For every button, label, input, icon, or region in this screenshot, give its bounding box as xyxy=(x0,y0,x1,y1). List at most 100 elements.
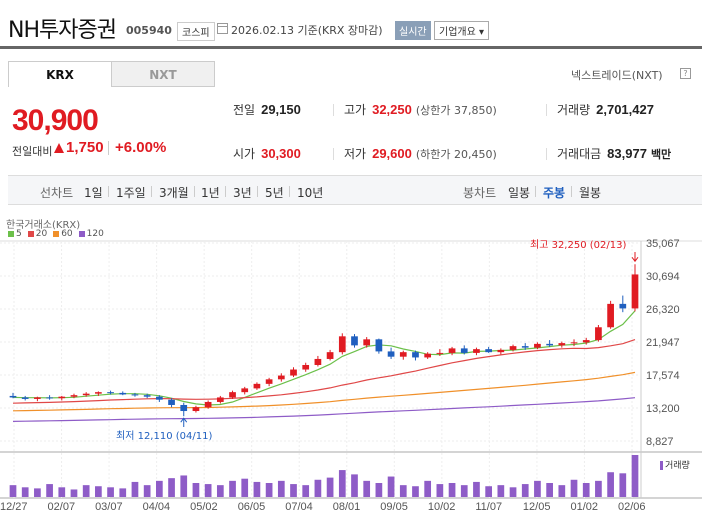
candle-body xyxy=(168,399,175,405)
x-tick-label: 12/05 xyxy=(523,501,551,513)
high-annotation: 최고 32,250 (02/13) xyxy=(530,239,626,251)
divider xyxy=(571,186,572,197)
volume-bar xyxy=(46,484,53,497)
stock-code: 005940 xyxy=(126,24,172,37)
candle-body xyxy=(521,346,529,348)
candle-body xyxy=(216,397,224,402)
volume-bar xyxy=(546,483,553,497)
legend-swatch xyxy=(53,230,60,237)
current-price: 30,900 xyxy=(12,104,99,137)
x-tick-label: 06/05 xyxy=(238,501,266,513)
candle-body xyxy=(82,393,90,396)
candle-body xyxy=(631,274,639,309)
period-10y[interactable]: 10년 xyxy=(297,186,324,200)
volume-bar xyxy=(338,470,346,497)
candle-body xyxy=(570,342,578,344)
volume-swatch xyxy=(660,461,663,470)
volume-bar xyxy=(497,485,505,497)
volume-bar xyxy=(70,489,78,497)
candle-body xyxy=(619,303,627,309)
tab-nxt[interactable]: NXT xyxy=(111,61,215,87)
candle-monthly[interactable]: 월봉 xyxy=(579,186,602,200)
candle-body xyxy=(546,343,553,346)
y-tick-label: 26,320 xyxy=(646,304,680,316)
candle-body xyxy=(375,339,383,352)
candle-body xyxy=(399,352,407,357)
divider xyxy=(546,104,547,116)
period-3m[interactable]: 3개월 xyxy=(159,186,189,200)
candle-body xyxy=(155,396,163,400)
candle-body xyxy=(424,353,432,358)
volume-bar xyxy=(21,487,29,497)
legend-label: 5 xyxy=(16,229,22,239)
x-tick-label: 02/07 xyxy=(48,501,76,513)
divider xyxy=(257,186,258,197)
stat-low: 저가 29,600 (하한가 20,450) xyxy=(344,145,497,162)
y-tick-label: 21,947 xyxy=(646,337,680,349)
period-1y[interactable]: 1년 xyxy=(201,186,220,200)
legend-swatch xyxy=(8,230,14,237)
candle-body xyxy=(21,397,29,399)
volume-bar xyxy=(631,455,639,497)
candle-body xyxy=(58,396,66,399)
candle-body xyxy=(326,352,334,359)
x-tick-label: 11/07 xyxy=(475,501,502,513)
ma-legend: 5 20 60 120 xyxy=(8,229,110,239)
candle-weekly[interactable]: 주봉 xyxy=(543,186,566,200)
volume-bar xyxy=(82,485,90,497)
volume-bar xyxy=(351,474,358,497)
change-label: 전일대비 xyxy=(12,145,53,158)
divider xyxy=(108,186,109,197)
candle-body xyxy=(497,349,505,353)
legend-label: 120 xyxy=(86,229,104,239)
x-tick-label: 08/01 xyxy=(333,501,361,513)
candle-body xyxy=(460,348,468,353)
line-chart-label: 선차트 xyxy=(40,186,74,200)
candle-body xyxy=(119,392,127,395)
realtime-button[interactable]: 실시간 xyxy=(395,21,431,40)
volume-bar xyxy=(265,483,273,497)
candle-daily[interactable]: 일봉 xyxy=(508,186,531,200)
ma-line-5 xyxy=(12,310,636,406)
chart-source: 한국거래소(KRX) xyxy=(6,220,81,231)
y-tick-label: 17,574 xyxy=(646,370,680,382)
y-tick-label: 30,694 xyxy=(646,271,680,283)
divider xyxy=(289,186,290,197)
volume-bar xyxy=(521,484,529,497)
candle-body xyxy=(180,404,188,412)
divider xyxy=(333,104,334,116)
volume-bar xyxy=(168,478,175,497)
candle-body xyxy=(229,392,236,398)
candle-body xyxy=(534,343,541,348)
period-bar: 선차트 1일 1주일 3개월 1년 3년 5년 10년 봉차트 일봉 주봉 월봉 xyxy=(8,175,702,205)
help-icon[interactable]: ? xyxy=(680,68,691,79)
period-1w[interactable]: 1주일 xyxy=(116,186,146,200)
volume-bar xyxy=(34,488,41,497)
period-5y[interactable]: 5년 xyxy=(265,186,284,200)
tab-krx[interactable]: KRX xyxy=(8,61,112,87)
volume-bar xyxy=(412,486,419,497)
calendar-icon xyxy=(217,23,228,34)
price-change: 1,750 xyxy=(66,139,104,156)
volume-bar xyxy=(192,483,200,497)
stat-high-value: 32,250 xyxy=(372,102,412,117)
base-date: 2026.02.13 기준(KRX 장마감) xyxy=(231,24,383,37)
x-tick-label: 10/02 xyxy=(428,501,456,513)
stat-low-value: 29,600 xyxy=(372,146,412,161)
stat-prev: 전일 29,150 xyxy=(233,101,301,118)
header-divider xyxy=(0,46,702,49)
stat-open-label: 시가 xyxy=(233,147,256,161)
period-3y[interactable]: 3년 xyxy=(233,186,252,200)
candle-chart-label: 봉차트 xyxy=(463,186,497,200)
low-annotation: 최저 12,110 (04/11) xyxy=(116,430,212,442)
legend-ma-60: 60 xyxy=(53,229,73,239)
company-overview-dropdown[interactable]: 기업개요 ▾ xyxy=(434,21,489,40)
period-1d[interactable]: 1일 xyxy=(84,186,103,200)
stat-open: 시가 30,300 xyxy=(233,145,301,162)
volume-bar xyxy=(595,480,602,497)
stat-high-label: 고가 xyxy=(344,103,367,117)
divider xyxy=(194,186,195,197)
divider xyxy=(108,141,109,155)
candle-body xyxy=(192,407,200,412)
